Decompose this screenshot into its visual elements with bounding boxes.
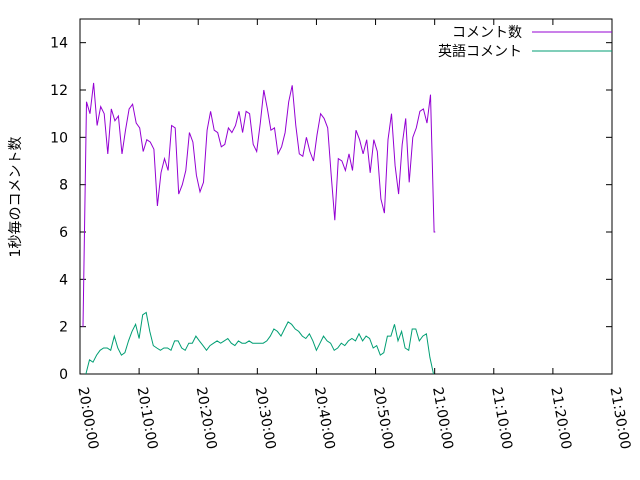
y-tick-label: 10 [50,130,68,146]
y-tick-label: 2 [59,320,68,336]
y-tick-label: 4 [59,272,68,288]
y-tick-label: 6 [59,225,68,241]
y-tick-label: 0 [59,367,68,383]
y-axis: 0 2 4 6 8 10 12 14 [50,36,612,383]
x-axis: 20:00:00 20:10:00 20:20:00 20:30:00 20:40:00… [74,19,633,451]
x-tick-label: 21:10:00 [488,386,515,451]
legend-label: コメント数 [452,25,522,41]
y-tick-label: 8 [59,178,68,194]
x-tick-label: 20:50:00 [370,386,397,451]
x-tick-label: 20:40:00 [311,386,338,451]
legend-label: 英語コメント [438,43,522,60]
plot-frame-border [79,18,613,375]
x-tick-label: 20:00:00 [74,386,101,451]
x-tick-label: 21:00:00 [429,386,456,451]
x-tick-label: 21:20:00 [547,386,574,451]
series-line-comments [82,82,436,327]
plot-frame [79,18,613,375]
x-tick-label: 20:30:00 [252,386,279,451]
y-tick-label: 14 [50,36,68,52]
x-tick-label: 20:20:00 [193,386,220,451]
y-axis-label: 1秒毎のコメント数 [8,137,24,258]
series-line-english-comments [85,311,434,375]
x-tick-label: 21:30:00 [606,386,633,451]
y-tick-label: 12 [50,83,68,99]
x-tick-label: 20:10:00 [134,386,161,451]
series-lines [82,82,436,375]
